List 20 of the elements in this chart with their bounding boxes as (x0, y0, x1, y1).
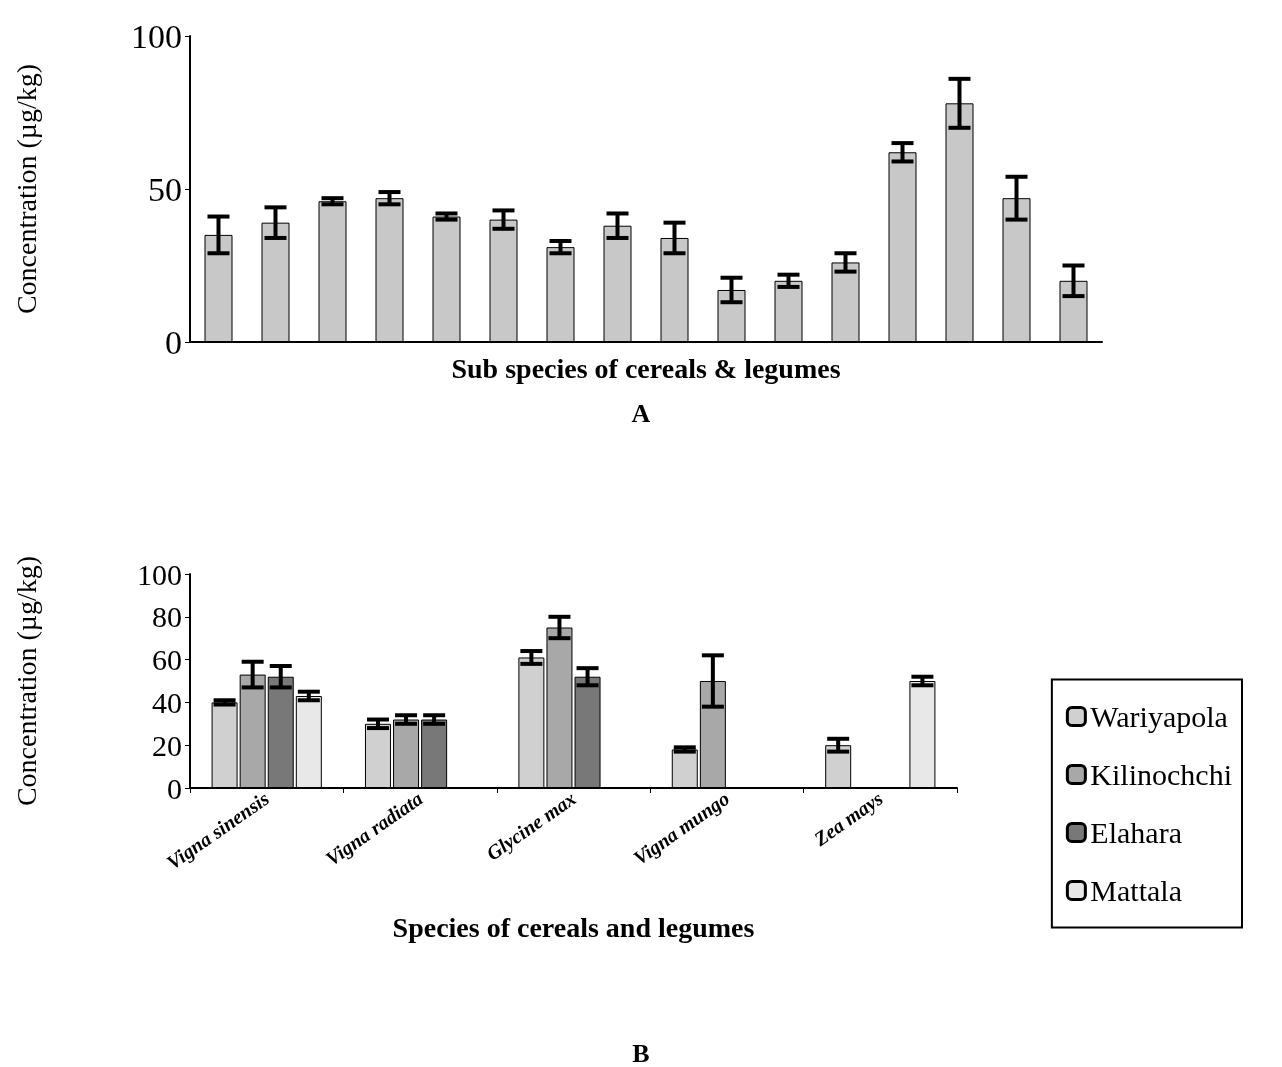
y-tick-label: 20 (152, 728, 182, 762)
y-tick-label: 0 (167, 771, 182, 805)
y-tick-label: 100 (131, 17, 182, 55)
legend-label: Elahara (1090, 816, 1182, 849)
y-tick-label: 80 (152, 600, 182, 634)
y-axis-title: Concentration (µg/kg) (10, 63, 42, 315)
legend-label: Mattala (1090, 874, 1182, 907)
legend-label: Kilinochchi (1090, 758, 1232, 791)
y-tick-label: 100 (137, 557, 182, 591)
y-tick-label: 0 (165, 323, 182, 361)
legend-label: Wariyapola (1090, 700, 1228, 733)
y-tick-label: 40 (152, 685, 182, 719)
x-axis-title: Sub species of cereals & legumes (451, 353, 841, 385)
x-tick-label: Zea mays (809, 786, 888, 852)
text: B (632, 1038, 650, 1067)
y-tick-label: 50 (148, 170, 182, 208)
text: A (631, 398, 651, 428)
x-axis-title: Species of cereals and legumes (392, 911, 755, 943)
y-axis-title: Concentration (µg/kg) (10, 555, 42, 807)
y-tick-label: 60 (152, 643, 182, 677)
